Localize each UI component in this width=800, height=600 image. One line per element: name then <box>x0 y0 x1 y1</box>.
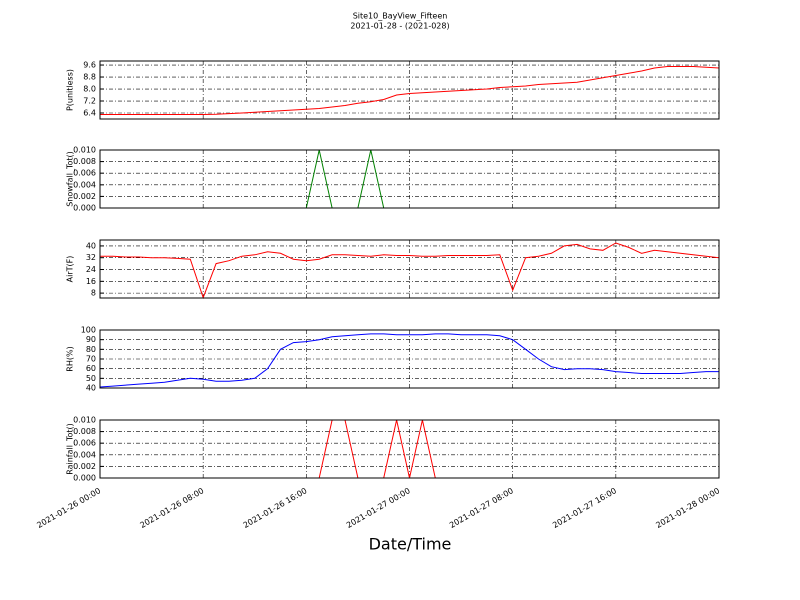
y-tick-label: 0.004 <box>73 450 96 459</box>
y-tick-label: 100 <box>81 326 96 335</box>
y-tick-label: 8.8 <box>83 73 96 82</box>
y-tick-label: 6.4 <box>83 109 96 118</box>
y-tick-label: 0.002 <box>73 192 96 201</box>
plot-frame <box>99 239 720 299</box>
y-tick-label: 0.002 <box>73 462 96 471</box>
plot-frame <box>99 149 720 209</box>
y-tick-label: 0.000 <box>73 474 96 483</box>
data-line <box>99 333 719 388</box>
y-tick-label: 60 <box>86 364 96 373</box>
y-tick-label: 0.006 <box>73 169 96 178</box>
plot-frame <box>99 329 720 389</box>
y-axis-label: P(unitless) <box>66 69 75 111</box>
y-axis-label: RH(%) <box>66 346 75 371</box>
x-tick-label: 2021-01-26 00:00 <box>35 486 102 530</box>
y-axis-label: Rainfall_Tot() <box>66 423 75 475</box>
y-tick-label: 7.2 <box>83 97 96 106</box>
y-tick-label: 0.008 <box>73 157 96 166</box>
x-tick-label: 2021-01-26 16:00 <box>242 486 309 530</box>
y-tick-label: 0.000 <box>73 204 96 213</box>
y-tick-label: 16 <box>86 277 96 286</box>
y-tick-label: 90 <box>86 335 96 344</box>
y-tick-label: 8 <box>91 289 96 298</box>
x-tick-label: 2021-01-28 00:00 <box>654 486 721 530</box>
y-tick-label: 0.008 <box>73 427 96 436</box>
x-axis-label: Date/Time <box>369 535 452 554</box>
y-tick-label: 70 <box>86 355 96 364</box>
chart-subtitle: 2021-01-28 - (2021-028) <box>350 22 449 31</box>
y-tick-label: 40 <box>86 241 96 250</box>
y-tick-label: 8.0 <box>83 85 96 94</box>
x-tick-label: 2021-01-26 08:00 <box>138 486 205 530</box>
y-axis-label: AirT(F) <box>66 256 75 283</box>
y-tick-label: 9.6 <box>83 61 96 70</box>
y-tick-label: 24 <box>86 265 96 274</box>
plot-frame <box>99 60 720 120</box>
y-tick-label: 0.004 <box>73 180 96 189</box>
chart-title: Site10_BayView_Fifteen <box>353 12 448 21</box>
x-tick-label: 2021-01-27 00:00 <box>345 486 412 530</box>
plot-frame <box>99 419 720 479</box>
y-tick-label: 40 <box>86 384 96 393</box>
y-tick-label: 32 <box>86 253 96 262</box>
y-tick-label: 0.010 <box>73 416 96 425</box>
data-line <box>100 66 720 115</box>
x-tick-label: 2021-01-27 08:00 <box>448 486 515 530</box>
x-tick-label: 2021-01-27 16:00 <box>551 486 618 530</box>
y-tick-label: 0.010 <box>73 146 96 155</box>
y-axis-label: Snowfall_Tot() <box>66 151 75 207</box>
y-tick-label: 80 <box>86 345 96 354</box>
y-tick-label: 50 <box>86 374 96 383</box>
y-tick-label: 0.006 <box>73 439 96 448</box>
